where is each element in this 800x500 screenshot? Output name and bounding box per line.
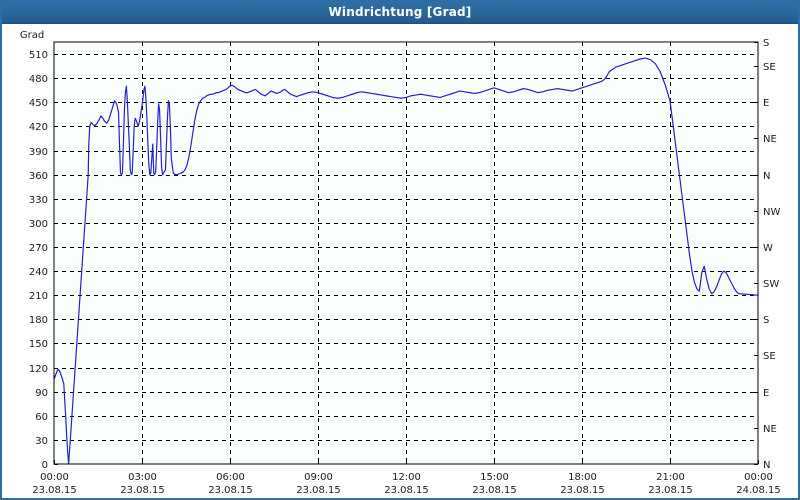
right-axis-tick-label: SE [763, 351, 776, 362]
y-axis-tick-label: 510 [29, 50, 48, 61]
x-axis-time-label: 00:00 [40, 472, 69, 483]
x-axis-date-label: 24.08.15 [736, 485, 781, 496]
right-axis-tick-label: NE [763, 134, 777, 145]
y-axis-tick-label: 450 [29, 98, 48, 109]
y-axis-tick-label: 330 [29, 195, 48, 206]
y-axis-tick-label: 480 [29, 74, 48, 85]
y-axis-tick-label: 180 [29, 315, 48, 326]
x-axis-time-label: 15:00 [480, 472, 509, 483]
right-axis-tick-label: NW [763, 207, 780, 218]
x-axis-date-label: 23.08.15 [648, 485, 693, 496]
y-axis-tick-label: 60 [35, 412, 48, 423]
x-axis-time-label: 09:00 [304, 472, 333, 483]
x-axis-date-label: 23.08.15 [120, 485, 165, 496]
y-axis-tick-label: 0 [42, 460, 48, 471]
y-axis-unit-label: Grad [20, 30, 44, 41]
x-axis-date-label: 23.08.15 [208, 485, 253, 496]
right-axis-tick-label: SW [763, 279, 779, 290]
axis-frame [53, 41, 759, 465]
y-axis-labels: 0 30 60 90 120 150 180 210 240 270 300 330 360 390 420… [29, 50, 48, 471]
right-axis-labels: N NE E SE S SW W NW N NE E SE S [763, 38, 780, 471]
y-axis-tick-label: 270 [29, 243, 48, 254]
right-axis-tick-label: SE [763, 62, 776, 73]
right-axis-tick-label: S [763, 38, 769, 49]
y-axis-tick-label: 150 [29, 339, 48, 350]
x-axis-time-label: 00:00 [744, 472, 773, 483]
window-titlebar: Windrichtung [Grad] [2, 2, 798, 24]
y-axis-tick-label: 360 [29, 171, 48, 182]
x-axis-labels: 00:00 23.08.15 03:00 23.08.15 06:00 23.08.15 0… [32, 472, 781, 496]
grid-lines [54, 42, 758, 464]
y-axis-tick-label: 90 [35, 388, 48, 399]
x-axis-time-label: 12:00 [392, 472, 421, 483]
y-axis-tick-label: 210 [29, 291, 48, 302]
page-title: Windrichtung [Grad] [328, 5, 472, 19]
right-axis-tick-label: S [763, 315, 769, 326]
y-axis-tick-label: 120 [29, 364, 48, 375]
x-axis-time-label: 21:00 [656, 472, 685, 483]
x-axis-time-label: 03:00 [128, 472, 157, 483]
x-axis-date-label: 23.08.15 [296, 485, 341, 496]
x-axis-date-label: 23.08.15 [560, 485, 605, 496]
y-axis-tick-label: 390 [29, 147, 48, 158]
wind-direction-line-chart: 0 30 60 90 120 150 180 210 240 270 300 330 360 390 420… [20, 30, 781, 496]
right-axis-tick-label: NE [763, 424, 777, 435]
right-axis-tick-label: W [763, 243, 773, 254]
right-axis-tick-label: N [763, 171, 770, 182]
right-axis-tick-label: E [763, 388, 769, 399]
chart-canvas: 0 30 60 90 120 150 180 210 240 270 300 330 360 390 420… [2, 24, 798, 498]
y-axis-tick-label: 420 [29, 122, 48, 133]
right-axis-tick-label: N [763, 460, 770, 471]
right-axis-tick-label: E [763, 98, 769, 109]
x-axis-date-label: 23.08.15 [32, 485, 77, 496]
x-axis-time-label: 06:00 [216, 472, 245, 483]
x-axis-date-label: 23.08.15 [384, 485, 429, 496]
y-axis-tick-label: 240 [29, 267, 48, 278]
series-line-windrichtung [53, 57, 759, 465]
y-axis-tick-label: 300 [29, 219, 48, 230]
data-series-group [53, 57, 759, 465]
y-axis-tick-label: 30 [35, 436, 48, 447]
x-axis-date-label: 23.08.15 [472, 485, 517, 496]
x-axis-time-label: 18:00 [568, 472, 597, 483]
